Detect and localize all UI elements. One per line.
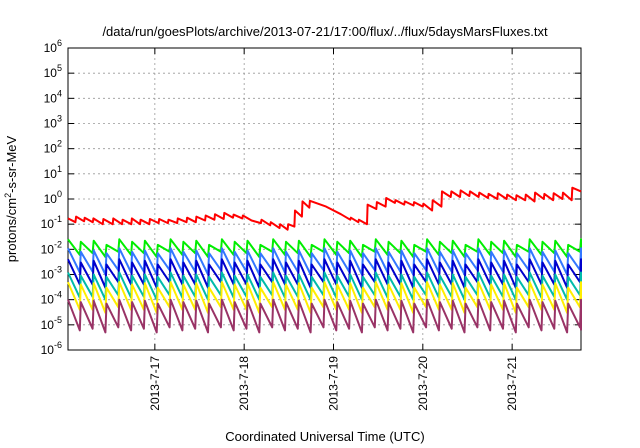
series-line-7 — [67, 298, 582, 334]
series-line-2 — [67, 238, 582, 258]
y-tick-label: 10-1 — [41, 214, 62, 231]
y-tick-label: 10-4 — [41, 290, 62, 307]
y-tick-label: 106 — [44, 38, 62, 55]
y-tick-label: 10-6 — [41, 340, 62, 357]
y-tick-label: 10-3 — [41, 265, 62, 282]
y-tick-label: 101 — [44, 164, 62, 181]
data-series — [67, 186, 582, 334]
y-tick-label: 100 — [44, 189, 62, 206]
y-tick-label: 10-2 — [41, 239, 62, 256]
x-axis-label: Coordinated Universal Time (UTC) — [225, 429, 424, 444]
chart-title: /data/run/goesPlots/archive/2013-07-21/1… — [102, 24, 548, 39]
y-tick-label: 10-5 — [41, 315, 62, 332]
series-line-6 — [67, 281, 582, 314]
x-tick-label: 2013-7-21 — [505, 356, 519, 411]
series-line-1 — [67, 186, 582, 231]
x-tick-label: 2013-7-17 — [148, 356, 162, 411]
y-tick-label: 104 — [44, 88, 62, 105]
y-tick-label: 105 — [44, 63, 62, 80]
y-axis-label: protons/cm2-s-sr-MeV — [3, 135, 19, 262]
x-tick-label: 2013-7-18 — [237, 356, 251, 411]
x-tick-label: 2013-7-19 — [326, 356, 340, 411]
x-tick-label: 2013-7-20 — [416, 356, 430, 411]
y-tick-label: 102 — [44, 139, 62, 156]
y-tick-label: 103 — [44, 114, 62, 131]
